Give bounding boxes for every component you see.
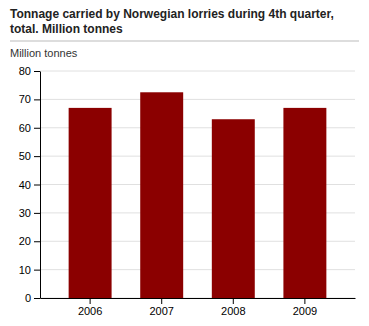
y-tick-mark	[34, 185, 40, 186]
x-tick: 2009	[293, 298, 317, 317]
x-tick-label: 2008	[221, 305, 245, 317]
x-tick-mark	[90, 298, 91, 304]
y-tick-label: 30	[19, 207, 31, 219]
y-axis: 0 10 20 30 40 50 60 70 80	[19, 65, 41, 304]
y-tick-mark	[34, 241, 40, 242]
y-tick-mark	[34, 71, 40, 72]
y-tick: 60	[19, 122, 40, 134]
title-line: Tonnage carried by Norwegian lorries dur…	[10, 7, 334, 21]
x-tick-mark	[233, 298, 234, 304]
grid-line	[40, 71, 355, 72]
bar	[140, 92, 183, 298]
y-tick-label: 60	[19, 122, 31, 134]
y-tick: 30	[19, 207, 40, 219]
y-tick-mark	[34, 298, 40, 299]
x-tick: 2008	[221, 298, 245, 317]
y-tick-label: 80	[19, 65, 31, 77]
y-tick-label: 20	[19, 235, 31, 247]
x-axis-line	[41, 298, 356, 299]
bar	[283, 108, 326, 298]
x-axis: 2006 2007 2008 2009	[41, 298, 356, 317]
grid-line	[40, 99, 355, 100]
y-tick-mark	[34, 156, 40, 157]
y-tick-mark	[34, 99, 40, 100]
x-tick-label: 2007	[149, 305, 173, 317]
x-tick: 2006	[78, 298, 102, 317]
y-tick: 80	[19, 65, 40, 77]
y-tick-label: 70	[19, 93, 31, 105]
grid	[40, 71, 355, 298]
title-rule	[10, 41, 359, 42]
y-tick-mark	[34, 270, 40, 271]
y-tick-label: 10	[19, 264, 31, 276]
bars	[69, 92, 327, 298]
plot: 0 10 20 30 40 50 60 70 80 2006 2007 2008 2009	[19, 65, 356, 317]
y-tick: 10	[19, 264, 40, 276]
y-tick-mark	[34, 128, 40, 129]
title: Tonnage carried by Norwegian lorries dur…	[10, 7, 334, 36]
title-line: total. Million tonnes	[10, 22, 123, 36]
y-tick-label: 40	[19, 179, 31, 191]
bar	[69, 108, 112, 298]
y-tick: 50	[19, 150, 40, 162]
x-tick-mark	[161, 298, 162, 304]
y-tick-label: 50	[19, 150, 31, 162]
y-tick-mark	[34, 213, 40, 214]
y-tick: 20	[19, 235, 40, 247]
y-tick: 0	[25, 292, 40, 304]
y-axis-label: Million tonnes	[10, 47, 78, 59]
y-tick-label: 0	[25, 292, 31, 304]
bar	[212, 119, 255, 298]
x-tick-mark	[304, 298, 305, 304]
y-tick: 40	[19, 179, 40, 191]
y-axis-line	[40, 72, 41, 299]
x-tick: 2007	[149, 298, 173, 317]
x-tick-label: 2006	[78, 305, 102, 317]
chart: Tonnage carried by Norwegian lorries dur…	[0, 0, 369, 326]
x-tick-label: 2009	[293, 305, 317, 317]
y-tick: 70	[19, 93, 40, 105]
